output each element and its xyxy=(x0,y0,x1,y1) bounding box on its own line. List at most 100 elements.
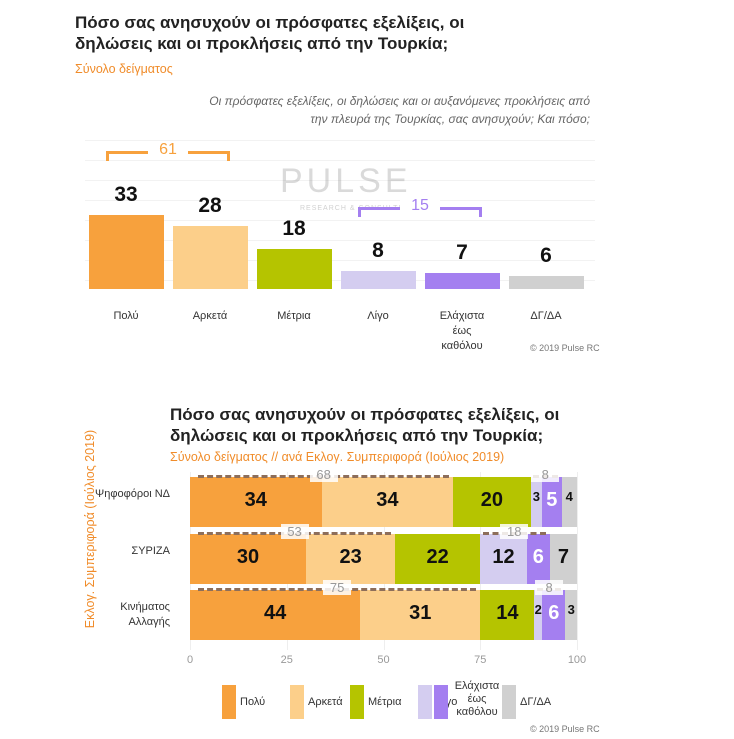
bar-segment xyxy=(321,477,454,527)
bar-segment xyxy=(565,590,577,640)
value-label: 22 xyxy=(426,546,449,568)
legend-label: Ελάχιστα έως καθόλου xyxy=(454,680,500,718)
grid-line xyxy=(85,200,595,201)
x-tick-label: 75 xyxy=(474,654,487,666)
watermark: PULSE xyxy=(280,162,412,200)
bracket-label: 15 xyxy=(400,197,440,216)
grid-line xyxy=(85,260,595,261)
source: © 2019 Pulse RC xyxy=(530,724,600,734)
bracket-label: 61 xyxy=(148,141,188,160)
value-label: 12 xyxy=(492,546,515,568)
value-label: 34 xyxy=(376,489,399,511)
category-label: Ψηφοφόροι ΝΔ xyxy=(95,488,170,500)
chart-title: Πόσο σας ανησυχούν οι πρόσφατες εξελίξει… xyxy=(75,13,465,53)
bar-segment xyxy=(534,590,543,640)
value-label: 31 xyxy=(409,602,432,624)
category-label: Πολύ xyxy=(113,310,139,322)
category-label: ΔΓ/ΔΑ xyxy=(530,310,562,322)
legend-swatch xyxy=(290,685,304,719)
watermark-sub: RESEARCH & CONSULTING xyxy=(300,205,414,212)
value-label: 7 xyxy=(557,546,569,568)
category-label: Κινήματος Αλλαγής xyxy=(120,601,170,628)
bracket-label: 8 xyxy=(535,580,564,595)
value-label: 33 xyxy=(114,183,138,207)
bar xyxy=(88,215,164,289)
value-label: 30 xyxy=(236,546,260,568)
grid-line xyxy=(85,160,595,161)
bracket-label: 8 xyxy=(531,467,560,482)
bar-segment xyxy=(542,590,566,640)
value-label: 28 xyxy=(198,194,222,218)
x-tick-label: 50 xyxy=(377,654,390,666)
bar-segment xyxy=(480,590,535,640)
chart-subtitle: Σύνολο δείγματος xyxy=(75,62,173,76)
category-label: ΣΥΡΙΖΑ xyxy=(131,545,170,557)
bar xyxy=(508,275,584,289)
category-label: Λίγο xyxy=(367,310,389,322)
value-label: 18 xyxy=(282,216,306,240)
bar xyxy=(340,271,416,289)
value-label: 6 xyxy=(532,546,544,568)
bracket-label: 53 xyxy=(280,524,309,539)
value-label: 14 xyxy=(496,602,519,624)
bar xyxy=(172,226,248,289)
x-tick-label: 0 xyxy=(186,654,194,666)
value-label: 44 xyxy=(264,602,287,624)
value-label: 3 xyxy=(567,602,575,617)
category-label: Αρκετά xyxy=(192,310,228,322)
legend-label: Μέτρια xyxy=(368,696,402,708)
grid-line xyxy=(85,220,595,221)
value-label: 8 xyxy=(372,239,384,263)
bracket-label: 68 xyxy=(309,467,338,482)
value-label: 3 xyxy=(532,489,540,504)
bar-segment xyxy=(526,534,550,584)
value-label: 6 xyxy=(540,243,552,267)
bar-segment xyxy=(395,534,481,584)
chart-title: Πόσο σας ανησυχούν οι πρόσφατες εξελίξει… xyxy=(170,405,560,445)
bar-segment xyxy=(453,477,531,527)
legend-swatch xyxy=(350,685,364,719)
x-tick-label: 25 xyxy=(280,654,293,666)
legend-swatch xyxy=(222,685,236,719)
bar-segment xyxy=(549,534,577,584)
value-label: 7 xyxy=(456,241,468,265)
chart-subtitle: Σύνολο δείγματος // ανά Εκλογ. Συμπεριφο… xyxy=(170,450,505,464)
bar-segment xyxy=(190,590,361,640)
bar-segment xyxy=(306,534,396,584)
bar xyxy=(256,248,332,289)
bar-segment xyxy=(530,477,543,527)
bar-segment xyxy=(480,534,527,584)
bracket-label: 18 xyxy=(500,524,529,539)
bar xyxy=(424,273,500,289)
value-label: 2 xyxy=(534,602,542,617)
bracket-label: 75 xyxy=(323,580,352,595)
legend-label: ΔΓ/ΔΑ xyxy=(520,696,552,708)
category-label: Μέτρια xyxy=(277,310,311,322)
grid-line xyxy=(85,240,595,241)
bar-segment xyxy=(542,477,562,527)
legend-swatch xyxy=(502,685,516,719)
value-label: 23 xyxy=(339,546,362,568)
legend-swatch xyxy=(418,685,432,719)
x-tick-label: 100 xyxy=(567,654,587,666)
value-label: 34 xyxy=(244,489,267,511)
value-label: 4 xyxy=(565,489,573,504)
value-label: 20 xyxy=(480,489,503,511)
value-label: 5 xyxy=(546,489,558,511)
bar-segment xyxy=(190,477,322,527)
bar-segment xyxy=(561,477,577,527)
grid-line xyxy=(85,280,595,281)
legend-swatch xyxy=(434,685,448,719)
source: © 2019 Pulse RC xyxy=(530,343,600,353)
question: Οι πρόσφατες εξελίξεις, οι δηλώσεις και … xyxy=(209,94,590,126)
legend-label: Αρκετά xyxy=(308,696,343,708)
bar-segment xyxy=(190,534,307,584)
category-label: Ελάχιστα έως καθόλου xyxy=(439,310,485,352)
grid-line xyxy=(85,140,595,141)
grid-line xyxy=(85,180,595,181)
value-label: 6 xyxy=(548,602,560,624)
legend-label: Πολύ xyxy=(240,696,266,708)
bar-segment xyxy=(360,590,481,640)
grid-line xyxy=(577,472,578,650)
